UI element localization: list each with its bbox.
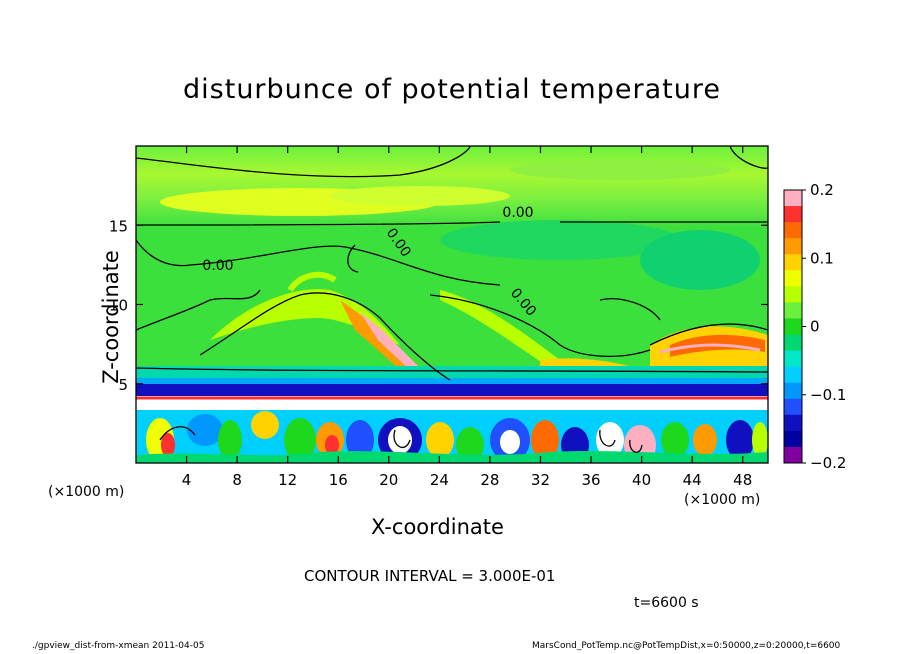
colorbar-segment xyxy=(784,190,802,207)
x-tick-label: 28 xyxy=(480,471,499,489)
x-tick-label: 48 xyxy=(733,471,752,489)
x-tick-label: 24 xyxy=(430,471,449,489)
colorbar-segment xyxy=(784,414,802,432)
x-tick-label: 40 xyxy=(632,471,651,489)
contour-label: 0.00 xyxy=(502,205,533,221)
colorbar-segment xyxy=(784,318,802,336)
colorbar-segment xyxy=(784,222,802,239)
x-tick-label: 20 xyxy=(379,471,398,489)
colorbar-tick-label: 0.2 xyxy=(810,181,834,199)
colorbar-segment xyxy=(784,382,802,400)
contour-lines xyxy=(136,146,768,453)
colorbar-tick-label: 0 xyxy=(810,318,820,336)
heatmap-field xyxy=(136,146,768,463)
colorbar-segment xyxy=(784,302,802,319)
chart-title: disturbunce of potential temperature xyxy=(183,74,721,105)
contour-label: 0.00 xyxy=(202,258,233,274)
colorbar-segment xyxy=(784,334,802,352)
x-tick-label: 4 xyxy=(182,471,192,489)
colorbar-segment xyxy=(784,254,802,271)
contour-interval: CONTOUR INTERVAL = 3.000E-01 xyxy=(304,567,556,585)
colorbar-segment xyxy=(784,350,802,368)
x-tick-label: 44 xyxy=(683,471,702,489)
colorbar-segment xyxy=(784,206,802,223)
colorbar-segment xyxy=(784,238,802,255)
footer-left: ./gpview_dist-from-xmean 2011-04-05 xyxy=(32,641,205,651)
x-axis-ticks: 4 8 12 16 20 24 28 32 36 40 44 48 xyxy=(182,146,752,489)
time-label: t=6600 s xyxy=(634,595,699,611)
x-axis-label: X-coordinate xyxy=(371,515,504,539)
y-tick-label: 5 xyxy=(118,376,128,394)
x-tick-label: 12 xyxy=(278,471,297,489)
footer-right: MarsCond_PotTemp.nc@PotTempDist,x=0:5000… xyxy=(532,641,841,651)
x-unit-right: (×1000 m) xyxy=(684,492,761,508)
colorbar-tick-label: −0.2 xyxy=(810,454,846,472)
x-unit-left: (×1000 m) xyxy=(48,484,125,500)
colorbar-segment xyxy=(784,286,802,303)
x-tick-label: 36 xyxy=(581,471,600,489)
x-tick-label: 32 xyxy=(531,471,550,489)
colorbar-tick-label: −0.1 xyxy=(810,386,846,404)
colorbar: 0.2 0.1 0 −0.1 −0.2 xyxy=(783,181,846,472)
y-tick-label: 10 xyxy=(109,297,128,315)
colorbar-segment xyxy=(784,398,802,416)
colorbar-segment xyxy=(784,446,802,464)
colorbar-tick-label: 0.1 xyxy=(810,249,834,267)
y-axis-label: Z-coordinate xyxy=(98,250,123,384)
x-tick-label: 16 xyxy=(329,471,348,489)
colorbar-segment xyxy=(784,270,802,287)
y-tick-label: 15 xyxy=(109,217,128,235)
colorbar-segment xyxy=(784,430,802,448)
y-axis-ticks: 5 10 15 xyxy=(109,217,768,394)
x-tick-label: 8 xyxy=(232,471,242,489)
colorbar-segment xyxy=(784,366,802,384)
